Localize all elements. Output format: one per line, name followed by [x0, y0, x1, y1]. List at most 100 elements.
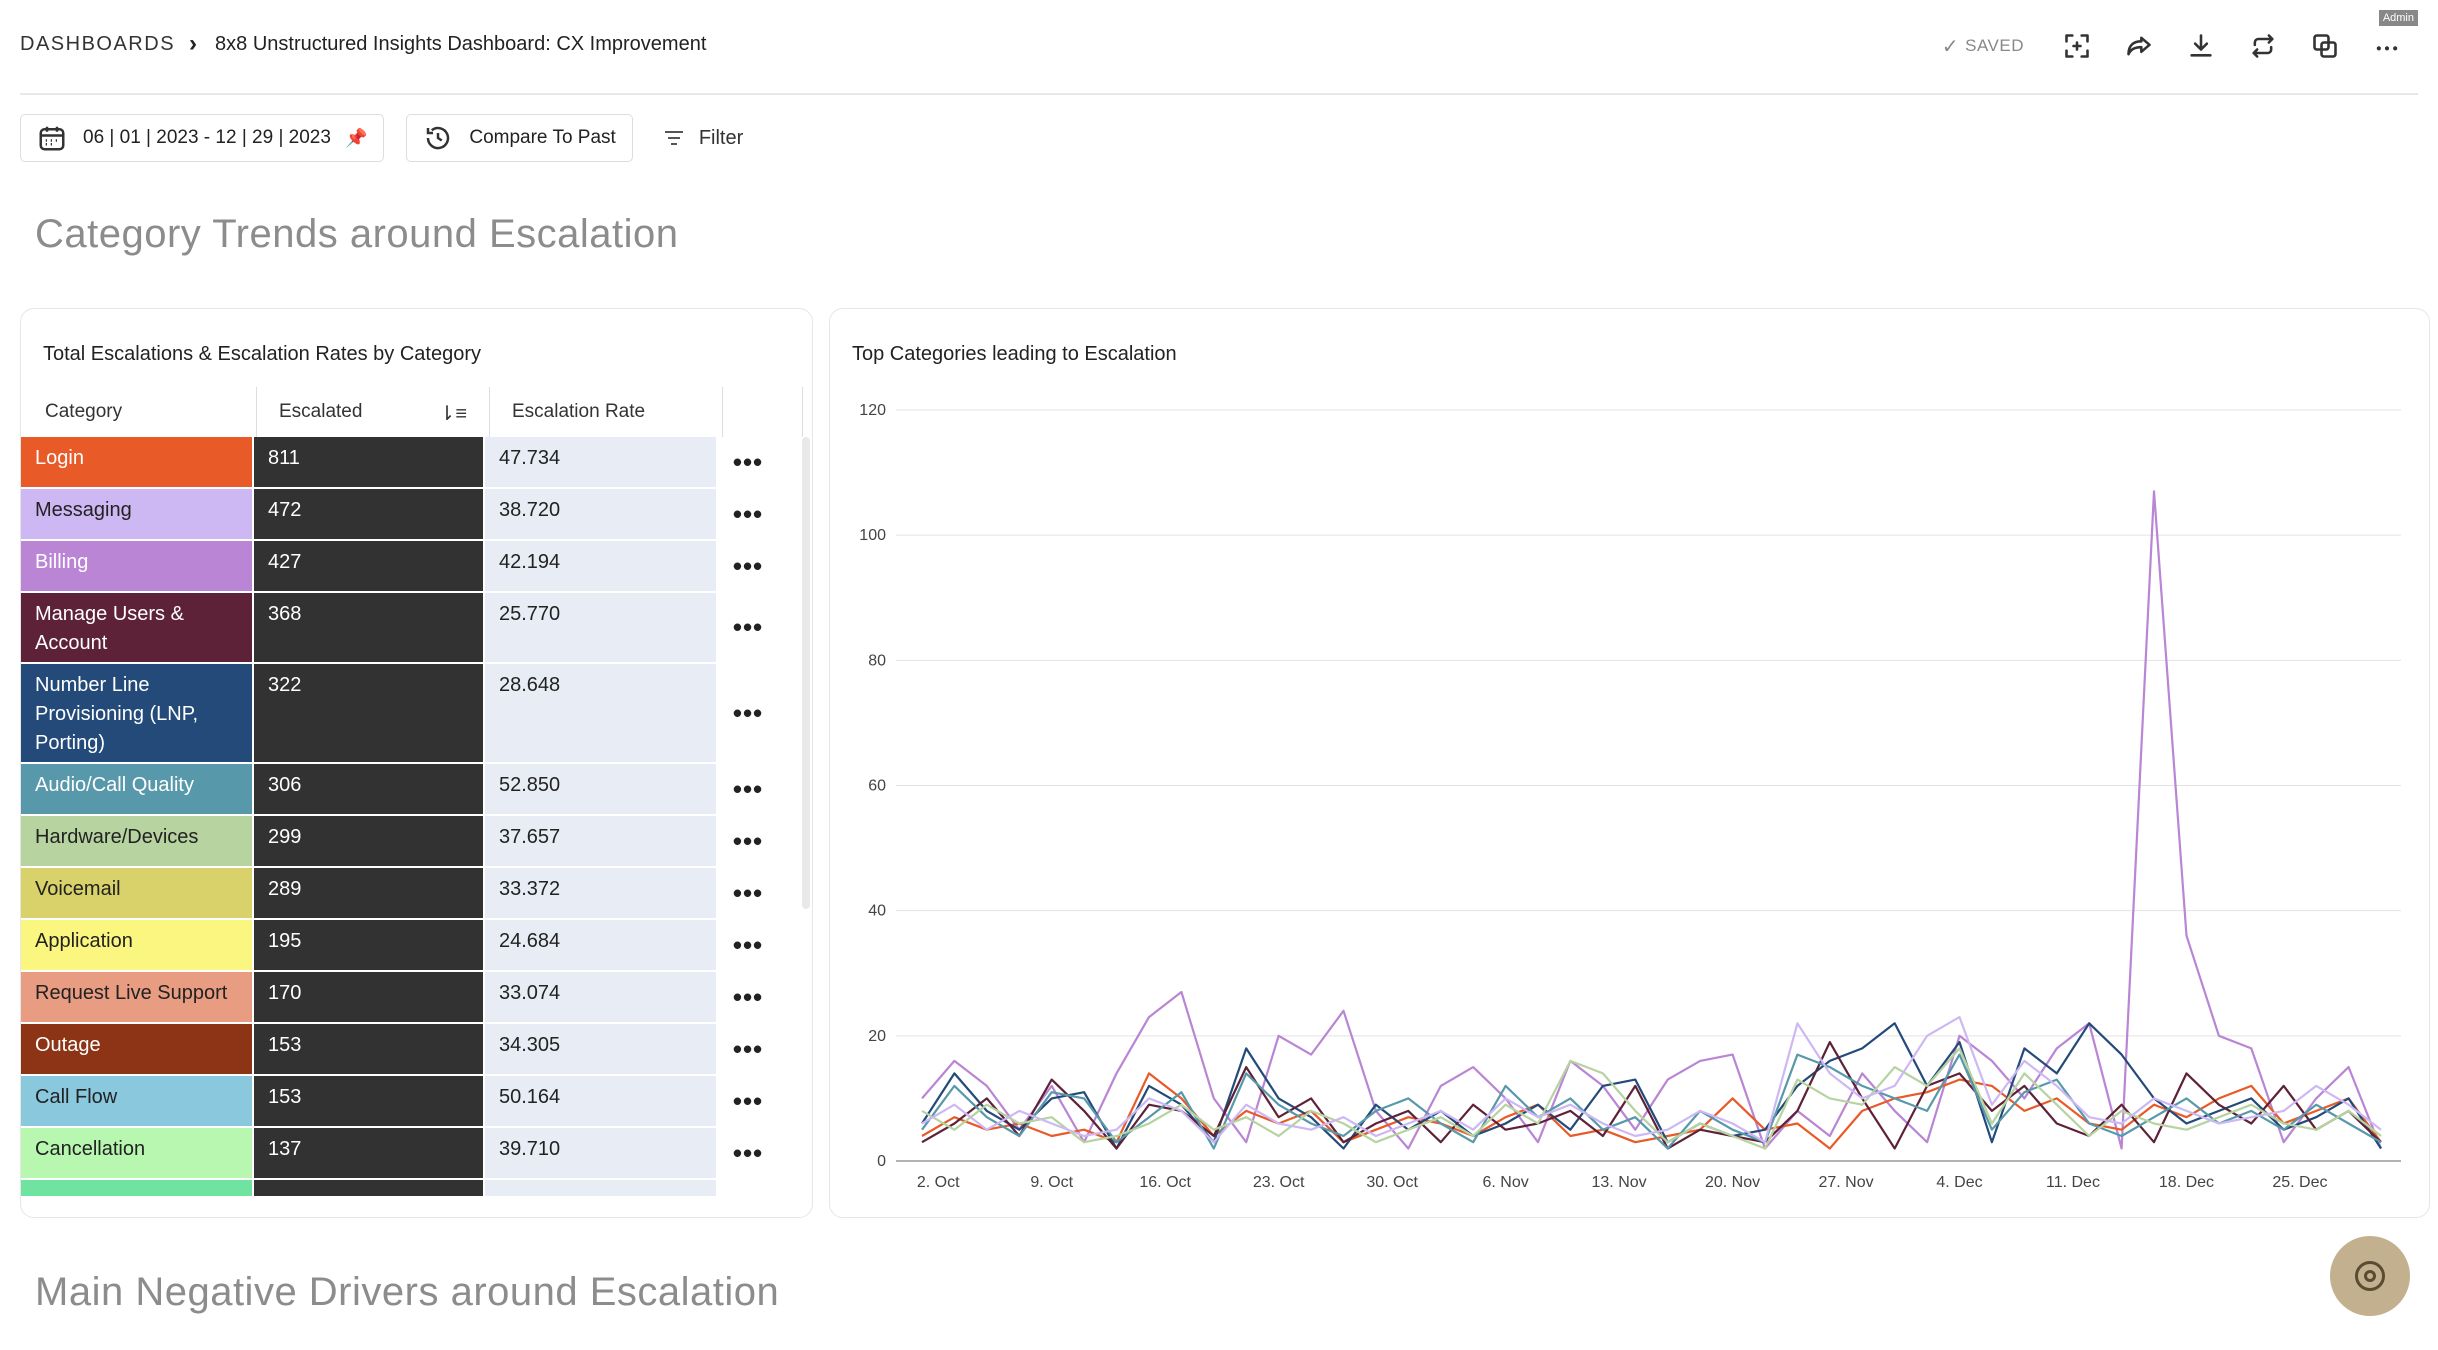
row-more-icon[interactable]: ••• — [732, 498, 764, 529]
more-icon[interactable] — [2356, 24, 2418, 68]
sort-descending-icon[interactable]: ⇂≡ — [438, 403, 467, 425]
chevron-right-icon: › — [189, 30, 198, 57]
assistant-button[interactable] — [2330, 1236, 2410, 1316]
row-more-icon[interactable]: ••• — [732, 1033, 764, 1064]
series-line[interactable] — [921, 1015, 2382, 1144]
row-more-icon[interactable]: ••• — [732, 697, 764, 728]
table-row[interactable]: Application 195 24.684 ••• — [21, 920, 801, 972]
category-cell: Hardware/Devices — [21, 816, 254, 866]
section-title-category-trends: Category Trends around Escalation — [35, 212, 679, 256]
escalated-cell: 153 — [254, 1024, 485, 1074]
saved-label: SAVED — [1965, 36, 2024, 55]
escalated-cell: 195 — [254, 920, 485, 970]
row-more-icon[interactable]: ••• — [732, 825, 764, 856]
table-row[interactable]: Call Flow 153 50.164 ••• — [21, 1076, 801, 1128]
category-cell: Call Flow — [21, 1076, 254, 1126]
refresh-icon[interactable] — [2232, 24, 2294, 68]
share-icon[interactable] — [2108, 24, 2170, 68]
admin-badge: Admin — [2378, 10, 2418, 26]
toolbar: ✓ SAVED — [1942, 24, 2418, 68]
column-header-category[interactable]: Category — [21, 387, 257, 437]
table-row[interactable]: Voicemail 289 33.372 ••• — [21, 868, 801, 920]
check-icon: ✓ — [1941, 35, 1960, 58]
row-more-icon[interactable] — [718, 1180, 778, 1196]
date-range-value: 06 | 01 | 2023 - 12 | 29 | 2023 — [83, 127, 331, 148]
escalated-cell — [254, 1180, 485, 1196]
table-row[interactable]: Login 811 47.734 ••• — [21, 437, 801, 489]
category-cell: Cancellation — [21, 1128, 254, 1178]
series-line[interactable] — [921, 1040, 2382, 1150]
chart-title: Top Categories leading to Escalation — [852, 343, 1177, 365]
table-row[interactable]: Billing 427 42.194 ••• — [21, 541, 801, 593]
escalated-cell: 472 — [254, 489, 485, 539]
row-more-icon[interactable]: ••• — [732, 929, 764, 960]
table-row[interactable]: Messaging 472 38.720 ••• — [21, 489, 801, 541]
filter-icon — [664, 129, 683, 147]
page-title: 8x8 Unstructured Insights Dashboard: CX … — [215, 32, 707, 55]
series-line[interactable] — [921, 490, 2383, 1150]
row-more-icon[interactable]: ••• — [732, 1085, 764, 1116]
table-row[interactable]: Outage 153 34.305 ••• — [21, 1024, 801, 1076]
target-icon — [2355, 1261, 2385, 1291]
escalation-rate-cell: 47.734 — [485, 437, 718, 487]
table-row[interactable]: Hardware/Devices 299 37.657 ••• — [21, 816, 801, 868]
escalated-cell: 322 — [254, 664, 485, 762]
fullscreen-icon[interactable] — [2046, 24, 2108, 68]
category-cell: Login — [21, 437, 254, 487]
escalated-cell: 368 — [254, 593, 485, 662]
category-cell: Audio/Call Quality — [21, 764, 254, 814]
x-tick-label: 11. Dec — [2046, 1174, 2100, 1191]
row-more-icon[interactable]: ••• — [732, 773, 764, 804]
x-tick-label: 30. Oct — [1366, 1174, 1418, 1191]
series-line[interactable] — [921, 1047, 2382, 1150]
row-more-icon[interactable]: ••• — [732, 550, 764, 581]
escalated-cell: 137 — [254, 1128, 485, 1178]
table-row[interactable]: Audio/Call Quality 306 52.850 ••• — [21, 764, 801, 816]
x-tick-label: 20. Nov — [1705, 1174, 1760, 1191]
line-chart[interactable]: 0 20 40 60 80 100 120 2. Oct 9. Oct 16. Oct 23. Oc… — [830, 309, 2430, 1218]
series-line[interactable] — [921, 1022, 2382, 1150]
pin-icon[interactable]: 📌 — [344, 127, 368, 148]
column-header-escalated-label: Escalated — [279, 401, 363, 422]
compare-to-past-button[interactable]: Compare To Past — [406, 114, 633, 162]
category-cell: Number Line Provisioning (LNP, Porting) — [21, 664, 254, 762]
section-title-negative-drivers: Main Negative Drivers around Escalation — [35, 1270, 780, 1314]
row-more-icon[interactable]: ••• — [732, 446, 764, 477]
escalated-cell: 153 — [254, 1076, 485, 1126]
download-icon[interactable] — [2170, 24, 2232, 68]
escalation-rate-cell: 25.770 — [485, 593, 718, 662]
row-more-icon[interactable]: ••• — [732, 981, 764, 1012]
escalated-cell: 289 — [254, 868, 485, 918]
escalation-rate-cell: 24.684 — [485, 920, 718, 970]
date-range-picker[interactable]: 06 | 01 | 2023 - 12 | 29 | 2023 📌 — [20, 114, 385, 162]
y-tick-label: 80 — [868, 652, 886, 669]
escalated-cell: 811 — [254, 437, 485, 487]
category-cell: Request Live Support — [21, 972, 254, 1022]
table-row[interactable]: Number Line Provisioning (LNP, Porting) 3… — [21, 664, 801, 764]
row-more-icon[interactable]: ••• — [732, 612, 764, 642]
saved-status: ✓ SAVED — [1942, 34, 2024, 59]
filter-button[interactable]: Filter — [664, 127, 743, 150]
table-row[interactable] — [21, 1180, 801, 1198]
escalation-rate-cell: 39.710 — [485, 1128, 718, 1178]
table-row[interactable]: Request Live Support 170 33.074 ••• — [21, 972, 801, 1024]
compare-to-past-label: Compare To Past — [469, 127, 616, 148]
row-more-icon[interactable]: ••• — [732, 877, 764, 908]
duplicate-icon[interactable] — [2294, 24, 2356, 68]
breadcrumb-dashboards-link[interactable]: DASHBOARDS — [20, 32, 176, 55]
top-bar: DASHBOARDS › 8x8 Unstructured Insights D… — [20, 0, 2418, 95]
history-icon — [427, 126, 450, 150]
table-row[interactable]: Cancellation 137 39.710 ••• — [21, 1128, 801, 1180]
table-scrollbar[interactable] — [802, 437, 810, 909]
column-header-escalation-rate[interactable]: Escalation Rate — [490, 387, 723, 437]
table-row[interactable]: Manage Users & Account 368 25.770 ••• — [21, 593, 801, 664]
column-header-escalated[interactable]: Escalated ⇂≡ — [257, 387, 490, 437]
escalation-rate-cell: 33.074 — [485, 972, 718, 1022]
category-cell: Outage — [21, 1024, 254, 1074]
escalated-cell: 299 — [254, 816, 485, 866]
x-tick-label: 16. Oct — [1139, 1174, 1191, 1191]
row-more-icon[interactable]: ••• — [732, 1137, 764, 1168]
category-cell: Voicemail — [21, 868, 254, 918]
category-cell: Messaging — [21, 489, 254, 539]
breadcrumb: DASHBOARDS › 8x8 Unstructured Insights D… — [20, 30, 706, 58]
